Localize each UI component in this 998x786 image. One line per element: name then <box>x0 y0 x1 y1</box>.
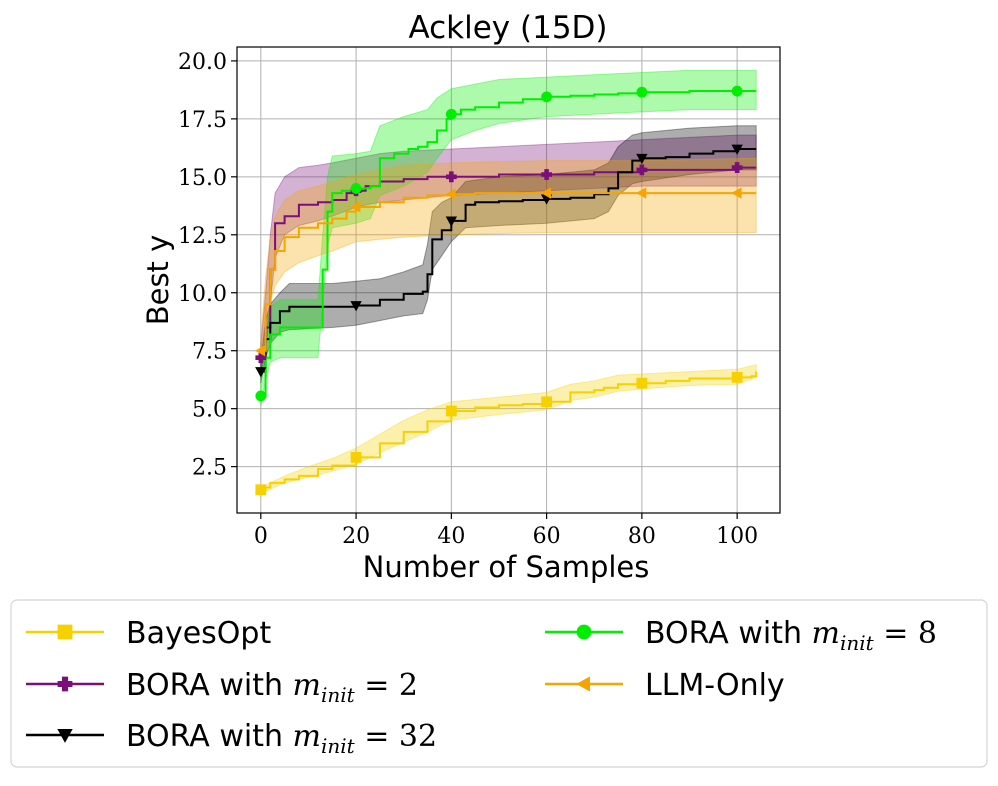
x-tick-label: 20 <box>342 524 370 549</box>
y-axis-label: Best y <box>141 235 175 326</box>
legend-label-llm-only: LLM-Only <box>645 668 785 703</box>
marker-bora-with-m-init-8 <box>350 183 362 194</box>
y-tick-label: 15.0 <box>178 166 227 191</box>
legend-marker-llm-only <box>576 676 590 692</box>
marker-llm-only <box>636 187 647 199</box>
marker-bora-with-m-init-32 <box>445 216 458 227</box>
marker-bora-with-m-init-2 <box>445 171 457 183</box>
line-bayesopt <box>260 371 758 491</box>
y-tick-label: 5.0 <box>192 398 227 423</box>
y-tick-label: 10.0 <box>178 282 227 307</box>
marker-bayesopt <box>636 377 648 389</box>
y-tick-label: 7.5 <box>192 340 227 365</box>
band-bora-with-m-init-8 <box>260 69 757 407</box>
line-bora-with-m-init-2 <box>260 166 757 359</box>
x-tick-label: 100 <box>716 524 758 549</box>
marker-llm-only <box>350 201 361 213</box>
series-lines <box>260 90 758 491</box>
legend-label-bayesopt: BayesOpt <box>126 616 271 651</box>
legend-frame <box>10 599 988 768</box>
legend-marker-bora-with-m-init-8 <box>576 624 592 640</box>
marker-llm-only <box>731 187 742 199</box>
band-bora-with-m-init-32 <box>260 125 757 384</box>
legend: BayesOpt BORA with minit = 2 BORA with min… <box>10 599 988 768</box>
series-markers <box>254 85 743 496</box>
marker-bora-with-m-init-8 <box>541 91 553 103</box>
legend-label-bora-with-m-init-32: BORA with minit = 32 <box>126 719 437 758</box>
legend-marker-bora-with-m-init-32 <box>57 729 73 743</box>
y-tick-label: 2.5 <box>192 456 227 481</box>
marker-bora-with-m-init-32 <box>636 153 648 165</box>
legend-items: BayesOpt BORA with minit = 2 BORA with min… <box>26 616 937 758</box>
marker-bayesopt <box>255 484 267 496</box>
legend-marker-bora-with-m-init-2 <box>57 676 73 692</box>
marker-bora-with-m-init-8 <box>731 85 743 97</box>
marker-llm-only <box>540 187 552 199</box>
marker-bora-with-m-init-2 <box>636 164 648 176</box>
marker-llm-only <box>254 345 266 357</box>
y-tick-label: 12.5 <box>178 224 227 249</box>
y-tick-label: 17.5 <box>178 108 227 133</box>
x-tick-label: 60 <box>533 524 561 549</box>
marker-bayesopt <box>731 371 743 383</box>
legend-marker-bayesopt <box>57 624 73 640</box>
marker-bora-with-m-init-8 <box>255 390 267 402</box>
marker-bora-with-m-init-8 <box>445 108 457 120</box>
band-bayesopt <box>260 363 757 495</box>
x-tick-label: 80 <box>628 524 656 549</box>
plot-frame <box>236 46 781 514</box>
legend-item-bayesopt: BayesOpt <box>26 616 271 651</box>
legend-label-bora-with-m-init-2: BORA with minit = 2 <box>126 668 418 707</box>
legend-item-bora-with-m-init-32: BORA with minit = 32 <box>26 719 437 758</box>
band-llm-only <box>260 157 757 363</box>
marker-bora-with-m-init-32 <box>255 367 267 378</box>
chart-title: Ackley (15D) <box>408 10 607 46</box>
marker-llm-only <box>445 188 456 200</box>
marker-bora-with-m-init-2 <box>255 352 267 364</box>
legend-item-bora-with-m-init-8: BORA with minit = 8 <box>545 616 937 655</box>
confidence-bands <box>260 69 757 495</box>
band-bora-with-m-init-2 <box>260 134 757 372</box>
line-bora-with-m-init-8 <box>260 90 757 397</box>
line-llm-only <box>260 192 757 352</box>
marker-bayesopt <box>541 396 553 408</box>
x-tick-label: 0 <box>254 524 268 549</box>
marker-bora-with-m-init-32 <box>350 301 362 312</box>
marker-bayesopt <box>445 405 457 417</box>
marker-bora-with-m-init-32 <box>731 144 743 155</box>
legend-label-bora-with-m-init-8: BORA with minit = 8 <box>645 616 937 655</box>
marker-bora-with-m-init-2 <box>541 169 553 180</box>
legend-item-llm-only: LLM-Only <box>545 668 785 703</box>
x-axis-label: Number of Samples <box>363 550 650 584</box>
x-tick-label: 40 <box>437 524 465 549</box>
marker-bayesopt <box>350 451 362 463</box>
legend-item-bora-with-m-init-2: BORA with minit = 2 <box>26 668 418 707</box>
y-tick-label: 20.0 <box>178 50 227 75</box>
x-axis-ticks: 0 20 40 60 80 100 <box>254 513 758 549</box>
marker-bora-with-m-init-8 <box>636 86 648 98</box>
y-axis-ticks: 2.5 5.0 7.5 10.0 12.5 15.0 17.5 20.0 <box>178 50 237 481</box>
marker-bora-with-m-init-2 <box>731 162 743 173</box>
